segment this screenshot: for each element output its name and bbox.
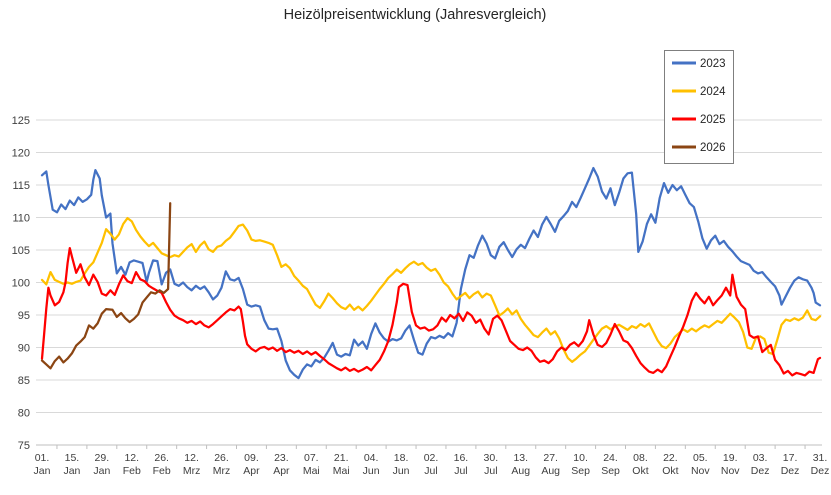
legend: 2023 2024 2025 2026 — [664, 50, 734, 164]
legend-item-2023[interactable]: 2023 — [672, 58, 726, 70]
x-tick-label-month: Aug — [511, 465, 530, 477]
x-tick-label-month: Apr — [243, 465, 260, 477]
x-tick-label-month: Jul — [454, 465, 467, 477]
x-tick-label-month: Sep — [601, 465, 620, 477]
x-tick-label-day: 26. — [214, 452, 229, 464]
x-tick-label-month: Dez — [811, 465, 830, 477]
y-tick-label: 95 — [18, 310, 30, 322]
x-tick-label-day: 12. — [124, 452, 139, 464]
x-tick-label-day: 31. — [813, 452, 828, 464]
x-tick-label-month: Jan — [93, 465, 110, 477]
x-tick-label-month: Nov — [721, 465, 740, 477]
x-tick-label-day: 23. — [274, 452, 289, 464]
series-line-2026 — [40, 202, 172, 370]
x-tick-label-month: Dez — [751, 465, 770, 477]
x-tick-label-day: 30. — [484, 452, 499, 464]
legend-item-2025[interactable]: 2025 — [672, 114, 726, 126]
legend-label-2024: 2024 — [700, 86, 726, 98]
axis-labels: 125120115110105100959085807501.Jan15.Jan… — [12, 115, 830, 477]
legend-item-2024[interactable]: 2024 — [672, 86, 726, 98]
x-tick-label-day: 26. — [154, 452, 169, 464]
series-line-2023 — [40, 166, 822, 380]
x-tick-label-month: Feb — [123, 465, 141, 477]
x-tick-label-month: Apr — [273, 465, 290, 477]
x-tick-label-month: Mai — [303, 465, 320, 477]
x-tick-label-month: Jul — [484, 465, 497, 477]
x-tick-label-day: 24. — [603, 452, 618, 464]
x-tick-label-day: 03. — [753, 452, 768, 464]
y-tick-label: 90 — [18, 343, 30, 355]
x-tick-label-day: 17. — [783, 452, 798, 464]
x-tick-label-day: 12. — [184, 452, 199, 464]
legend-box — [664, 50, 734, 164]
y-tick-label: 110 — [12, 213, 30, 225]
y-tick-label: 80 — [18, 408, 30, 420]
x-tick-label-month: Okt — [632, 465, 648, 477]
legend-label-2025: 2025 — [700, 114, 726, 126]
x-tick-label-day: 13. — [513, 452, 528, 464]
x-tick-label-day: 27. — [543, 452, 558, 464]
x-tick-label-month: Mai — [333, 465, 350, 477]
x-tick-label-month: Mrz — [183, 465, 201, 477]
x-tick-label-day: 10. — [573, 452, 588, 464]
legend-item-2026[interactable]: 2026 — [672, 142, 726, 154]
x-tick-label-month: Aug — [541, 465, 560, 477]
x-tick-label-month: Dez — [781, 465, 800, 477]
axes — [36, 444, 822, 449]
y-tick-label: 115 — [12, 180, 30, 192]
x-tick-label-day: 01. — [35, 452, 50, 464]
y-tick-label: 85 — [18, 375, 30, 387]
x-tick-label-month: Nov — [691, 465, 710, 477]
x-tick-label-day: 04. — [364, 452, 379, 464]
x-tick-label-month: Jan — [34, 465, 51, 477]
x-tick-label-day: 18. — [394, 452, 409, 464]
x-tick-label-month: Feb — [153, 465, 171, 477]
x-tick-label-day: 02. — [424, 452, 439, 464]
x-tick-label-day: 15. — [65, 452, 80, 464]
x-tick-label-month: Jun — [393, 465, 410, 477]
x-tick-label-month: Jul — [424, 465, 437, 477]
x-tick-label-day: 05. — [693, 452, 708, 464]
x-tick-label-day: 08. — [633, 452, 648, 464]
y-tick-label: 120 — [12, 148, 30, 160]
x-tick-label-month: Jan — [63, 465, 80, 477]
y-tick-label: 125 — [12, 115, 30, 127]
y-tick-label: 100 — [12, 278, 30, 290]
legend-label-2026: 2026 — [700, 142, 726, 154]
x-tick-label-month: Sep — [571, 465, 590, 477]
x-tick-label-day: 21. — [334, 452, 349, 464]
chart-title: Heizölpreisentwicklung (Jahresvergleich) — [284, 7, 547, 23]
x-tick-label-month: Mrz — [213, 465, 231, 477]
x-tick-label-day: 16. — [454, 452, 469, 464]
series-line-2025 — [40, 246, 822, 377]
x-tick-label-day: 09. — [244, 452, 259, 464]
x-tick-label-day: 22. — [663, 452, 678, 464]
x-tick-label-day: 29. — [95, 452, 110, 464]
legend-label-2023: 2023 — [700, 58, 726, 70]
x-tick-label-day: 19. — [723, 452, 738, 464]
x-tick-label-month: Okt — [662, 465, 678, 477]
series-line-2024 — [40, 216, 822, 363]
series-lines — [40, 166, 822, 380]
x-tick-label-day: 07. — [304, 452, 319, 464]
y-tick-label: 75 — [18, 440, 30, 452]
y-tick-label: 105 — [12, 245, 30, 257]
x-tick-label-month: Jun — [363, 465, 380, 477]
